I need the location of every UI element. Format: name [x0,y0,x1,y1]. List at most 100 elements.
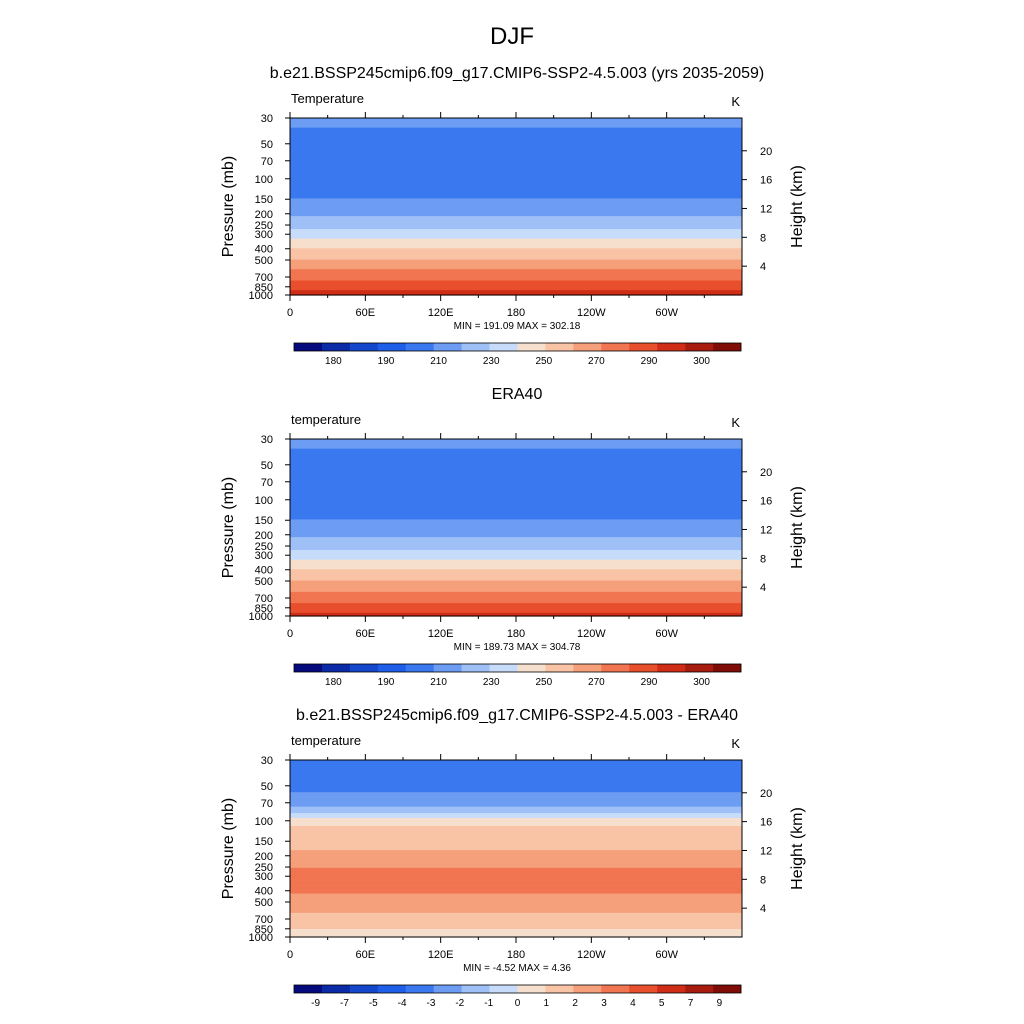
contour-band [290,763,742,766]
contour-band [290,551,742,554]
contour-band [290,270,742,274]
contour-band [290,256,742,259]
colorbar-swatch [294,985,323,993]
colorbar-label: 4 [630,998,636,1009]
contour-band [290,848,742,851]
y-tick-label: 500 [255,255,273,267]
contour-band [290,537,742,540]
contour-band [290,853,742,856]
contour-band [290,137,742,140]
contour-band [290,493,742,496]
contour-band [290,808,742,811]
contour-band [290,122,742,126]
colorbar-swatch [573,664,602,672]
contour-band [290,887,742,890]
contour-band [290,869,742,872]
contour-band [290,439,742,442]
contour-band [290,553,742,556]
contour-band [290,525,742,529]
y-tick-label: 850 [255,603,273,615]
contour-band [290,490,742,493]
contour-band [290,935,742,938]
contour-band [290,933,742,936]
contour-band [290,583,742,587]
colorbar-swatch [657,664,686,672]
contour-band [290,161,742,164]
contour-band [290,448,742,451]
x-tick-label: 0 [287,307,293,319]
units-label: K [731,94,740,109]
contour-band [290,459,742,463]
contour-band [290,264,742,267]
y-tick-label: 30 [261,434,273,446]
contour-band [290,293,742,296]
contour-band [290,211,742,214]
contour-band [290,790,742,793]
y-tick-label: 1000 [249,932,273,944]
contour-band [290,917,742,920]
contour-band [290,838,742,842]
colorbar-swatch [377,664,407,672]
x-tick-label: 0 [287,949,293,961]
units-label: K [731,415,740,430]
chart-panel-2: ERA40 temperature K 0 60E 120E 180 120W 60W 30 50 7… [220,386,806,688]
contour-band [290,278,742,282]
contour-band [290,174,742,177]
contour-band [290,788,742,792]
colorbar-swatch [489,985,518,993]
contour-band [290,527,742,530]
contour-band [290,519,742,522]
y-tick-label: 850 [255,282,273,294]
contour-band [290,238,742,241]
contour-band [290,611,742,614]
colorbar-swatch [433,343,462,351]
contour-band [290,514,742,517]
contour-band [290,282,742,285]
contour-band [290,543,742,546]
y-tick-label: 300 [255,871,273,883]
contour-band [290,241,742,245]
contour-band [290,580,742,583]
y-tick-label: 400 [255,244,273,256]
y-tick-label: 150 [255,836,273,848]
contour-band [290,919,742,922]
y-tick-label: 100 [255,174,273,186]
y-axis-right-label: Height (km) [789,486,806,569]
contour-band [290,827,742,830]
contour-band [290,588,742,591]
colorbar-label: 230 [483,356,500,367]
contour-band [290,797,742,800]
contour-band [290,175,742,179]
contour-band [290,506,742,509]
contour-band [290,451,742,455]
contour-band [290,595,742,598]
y-axis-label: Pressure (mb) [220,477,237,578]
colorbar-swatch [433,985,462,993]
colorbar-swatch [629,343,658,351]
colorbar-swatch [517,985,546,993]
contour-band [290,474,742,477]
contour-band [290,768,742,771]
contour-band [290,476,742,479]
colorbar-swatch [321,664,351,672]
contour-band [290,782,742,785]
colorbar-swatch [601,985,630,993]
contour-band [290,443,742,447]
y-tick-label: 200 [255,209,273,221]
contour-band [290,879,742,882]
contour-band [290,169,742,172]
contour-band [290,146,742,150]
contour-band [290,867,742,871]
y-tick-label: 150 [255,194,273,206]
contour-band [290,183,742,187]
colorbar-label: 180 [325,677,342,688]
contour-band [290,567,742,570]
contour-band [290,893,742,896]
contour-band [290,521,742,524]
contour-band [290,192,742,195]
colorbar-swatch [461,985,490,993]
contour-band [290,261,742,264]
y-right-tick-label: 4 [760,903,766,915]
contour-band [290,124,742,127]
contour-band [290,776,742,779]
